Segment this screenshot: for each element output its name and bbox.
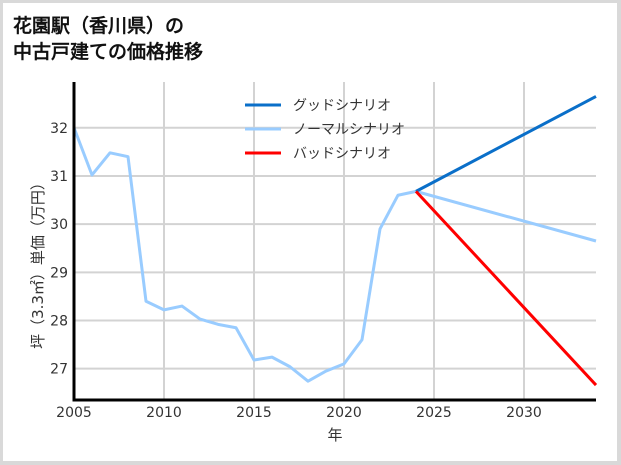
- series-line: [414, 190, 598, 387]
- tick-labels: 2005 2010 2015 2020 2025 2030 27 28 29 30 31 32: [50, 121, 542, 421]
- x-tick-label: 2005: [56, 405, 92, 421]
- y-tick-label: 27: [50, 362, 68, 378]
- y-tick-label: 29: [50, 265, 68, 281]
- y-tick-label: 31: [50, 169, 68, 185]
- y-tick-label: 32: [50, 121, 68, 137]
- x-axis-label: 年: [327, 426, 342, 444]
- y-axis-label: 坪（3.3㎡）単価（万円）: [29, 175, 47, 349]
- chart-title-line2: 中古戸建ての価格推移: [13, 41, 204, 63]
- axes: [72, 82, 596, 402]
- x-tick-label: 2030: [506, 405, 542, 421]
- y-tick-label: 30: [50, 217, 68, 233]
- legend-label: グッドシナリオ: [293, 98, 391, 114]
- legend-label: バッドシナリオ: [293, 146, 391, 162]
- y-tick-label: 28: [50, 314, 68, 330]
- chart-frame: 花園駅（香川県）の 中古戸建ての価格推移: [3, 3, 617, 461]
- series-lines: [72, 95, 598, 387]
- x-tick-label: 2015: [236, 405, 272, 421]
- series-line: [72, 127, 597, 383]
- chart-title: 花園駅（香川県）の 中古戸建ての価格推移: [13, 13, 203, 65]
- series-line: [415, 95, 597, 193]
- legend-label: ノーマルシナリオ: [293, 122, 405, 138]
- x-tick-label: 2020: [326, 405, 362, 421]
- chart-title-line1: 花園駅（香川県）の: [13, 15, 185, 37]
- x-tick-label: 2025: [416, 405, 452, 421]
- x-tick-label: 2010: [146, 405, 182, 421]
